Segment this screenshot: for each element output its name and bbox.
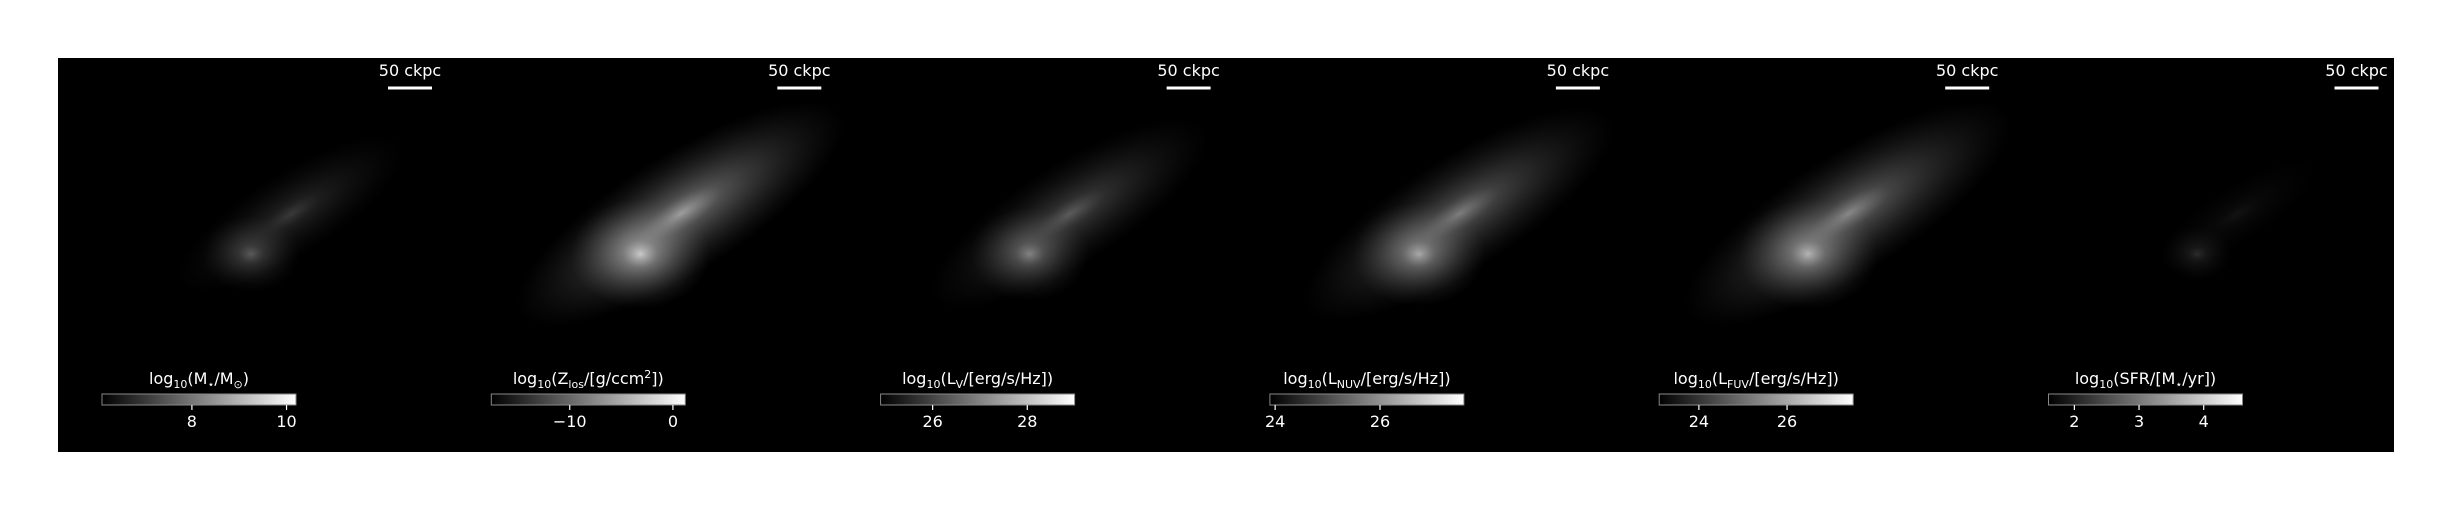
colorbar-label-part: log — [513, 369, 537, 388]
colorbar-label-part: 10 — [1308, 378, 1322, 391]
panel: 50 ckpc −10 0 log10(Zlos/[g/ccm2]) — [490, 61, 845, 431]
colorbar-tick-label: 24 — [1689, 412, 1709, 431]
colorbar-label-part: /[erg/s/Hz]) — [1361, 369, 1451, 388]
colorbar-label-part: (M — [187, 369, 207, 388]
galaxy-core — [970, 207, 1090, 301]
colorbar-tick-label: 28 — [1017, 412, 1037, 431]
colorbar-label-part: log — [2075, 369, 2099, 388]
panel: 50 ckpc 2 3 4 log10(SFR/[M⋆/yr]) — [2048, 61, 2388, 431]
scale-bar-label: 50 ckpc — [1547, 61, 1609, 80]
colorbar-label-part: 10 — [2099, 378, 2113, 391]
colorbar-tick-label: 24 — [1265, 412, 1285, 431]
colorbar-label-part: 10 — [537, 378, 551, 391]
colorbar-label: log10(LV/[erg/s/Hz]) — [902, 369, 1053, 391]
colorbar-label-part: 10 — [926, 378, 940, 391]
colorbar-label-part: V — [956, 378, 964, 391]
panel: 50 ckpc 26 28 log10(LV/[erg/s/Hz]) — [880, 61, 1220, 431]
figure-background — [58, 58, 2394, 452]
colorbar-label: log10(Zlos/[g/ccm2]) — [513, 368, 664, 391]
scale-bar-label: 50 ckpc — [1936, 61, 1998, 80]
colorbar-label-part: 10 — [173, 378, 187, 391]
scale-bar-label: 50 ckpc — [1157, 61, 1219, 80]
colorbar-label-part: log — [1673, 369, 1697, 388]
galaxy-core — [1352, 201, 1486, 307]
colorbar-tick-label: −10 — [553, 412, 587, 431]
colorbar-tick-label: 3 — [2134, 412, 2144, 431]
colorbar-label-part: ) — [243, 369, 249, 388]
galaxy-core — [2162, 226, 2233, 282]
colorbar — [1269, 393, 1465, 406]
colorbar-label: log10(M⋆/M⊙) — [149, 369, 249, 391]
panel: 50 ckpc 24 26 log10(LFUV/[erg/s/Hz]) — [1658, 61, 2013, 431]
colorbar-label-part: (Z — [551, 369, 568, 388]
colorbar-label-part: (L — [1712, 369, 1727, 388]
colorbar-label-part: log — [902, 369, 926, 388]
colorbar — [490, 393, 686, 406]
colorbar-label-part: (L — [940, 369, 955, 388]
colorbar-label-part: ⋆ — [2175, 378, 2182, 391]
colorbar-tick-label: 26 — [922, 412, 942, 431]
galaxy-core — [570, 199, 711, 309]
galaxy-core — [1738, 199, 1879, 309]
colorbar-label-part: 10 — [1698, 378, 1712, 391]
colorbar-tick-label: 4 — [2199, 412, 2209, 431]
colorbar-label: log10(LFUV/[erg/s/Hz]) — [1673, 369, 1838, 391]
colorbar — [2048, 393, 2243, 406]
colorbar-label-part: /M — [214, 369, 233, 388]
colorbar-label-part: ⋆ — [207, 378, 214, 391]
colorbar-label-part: (SFR/[M — [2113, 369, 2175, 388]
colorbar-label-part: 2 — [644, 368, 651, 381]
colorbar — [1658, 393, 1854, 406]
colorbar — [101, 393, 297, 406]
colorbar-tick-label: 2 — [2069, 412, 2079, 431]
colorbar-label-part: /[erg/s/Hz]) — [963, 369, 1053, 388]
colorbar-label-part: (L — [1322, 369, 1337, 388]
scale-bar-label: 50 ckpc — [2325, 61, 2387, 80]
colorbar-tick-label: 8 — [187, 412, 197, 431]
colorbar-label-part: log — [149, 369, 173, 388]
colorbar-label-part: ]) — [651, 369, 663, 388]
colorbar-label-part: ⊙ — [234, 378, 243, 391]
colorbar-label-part: los — [568, 378, 584, 391]
scale-bar-label: 50 ckpc — [379, 61, 441, 80]
colorbar-tick-label: 26 — [1777, 412, 1797, 431]
colorbar-tick-label: 26 — [1370, 412, 1390, 431]
colorbar-label-part: /[g/ccm — [584, 369, 644, 388]
galaxy-core — [202, 215, 300, 293]
colorbar-label-part: /yr]) — [2182, 369, 2216, 388]
colorbar-tick-label: 0 — [668, 412, 678, 431]
colorbar-label-part: FUV — [1727, 378, 1749, 391]
panel: 50 ckpc 24 26 log10(LNUV/[erg/s/Hz]) — [1265, 61, 1615, 431]
colorbar-label: log10(SFR/[M⋆/yr]) — [2075, 369, 2216, 391]
colorbar — [880, 393, 1076, 406]
scale-bar-label: 50 ckpc — [768, 61, 830, 80]
colorbar-label: log10(LNUV/[erg/s/Hz]) — [1283, 369, 1450, 391]
colorbar-label-part: NUV — [1337, 378, 1361, 391]
colorbar-tick-label: 10 — [276, 412, 296, 431]
colorbar-label-part: log — [1283, 369, 1307, 388]
colorbar-label-part: /[erg/s/Hz]) — [1749, 369, 1839, 388]
